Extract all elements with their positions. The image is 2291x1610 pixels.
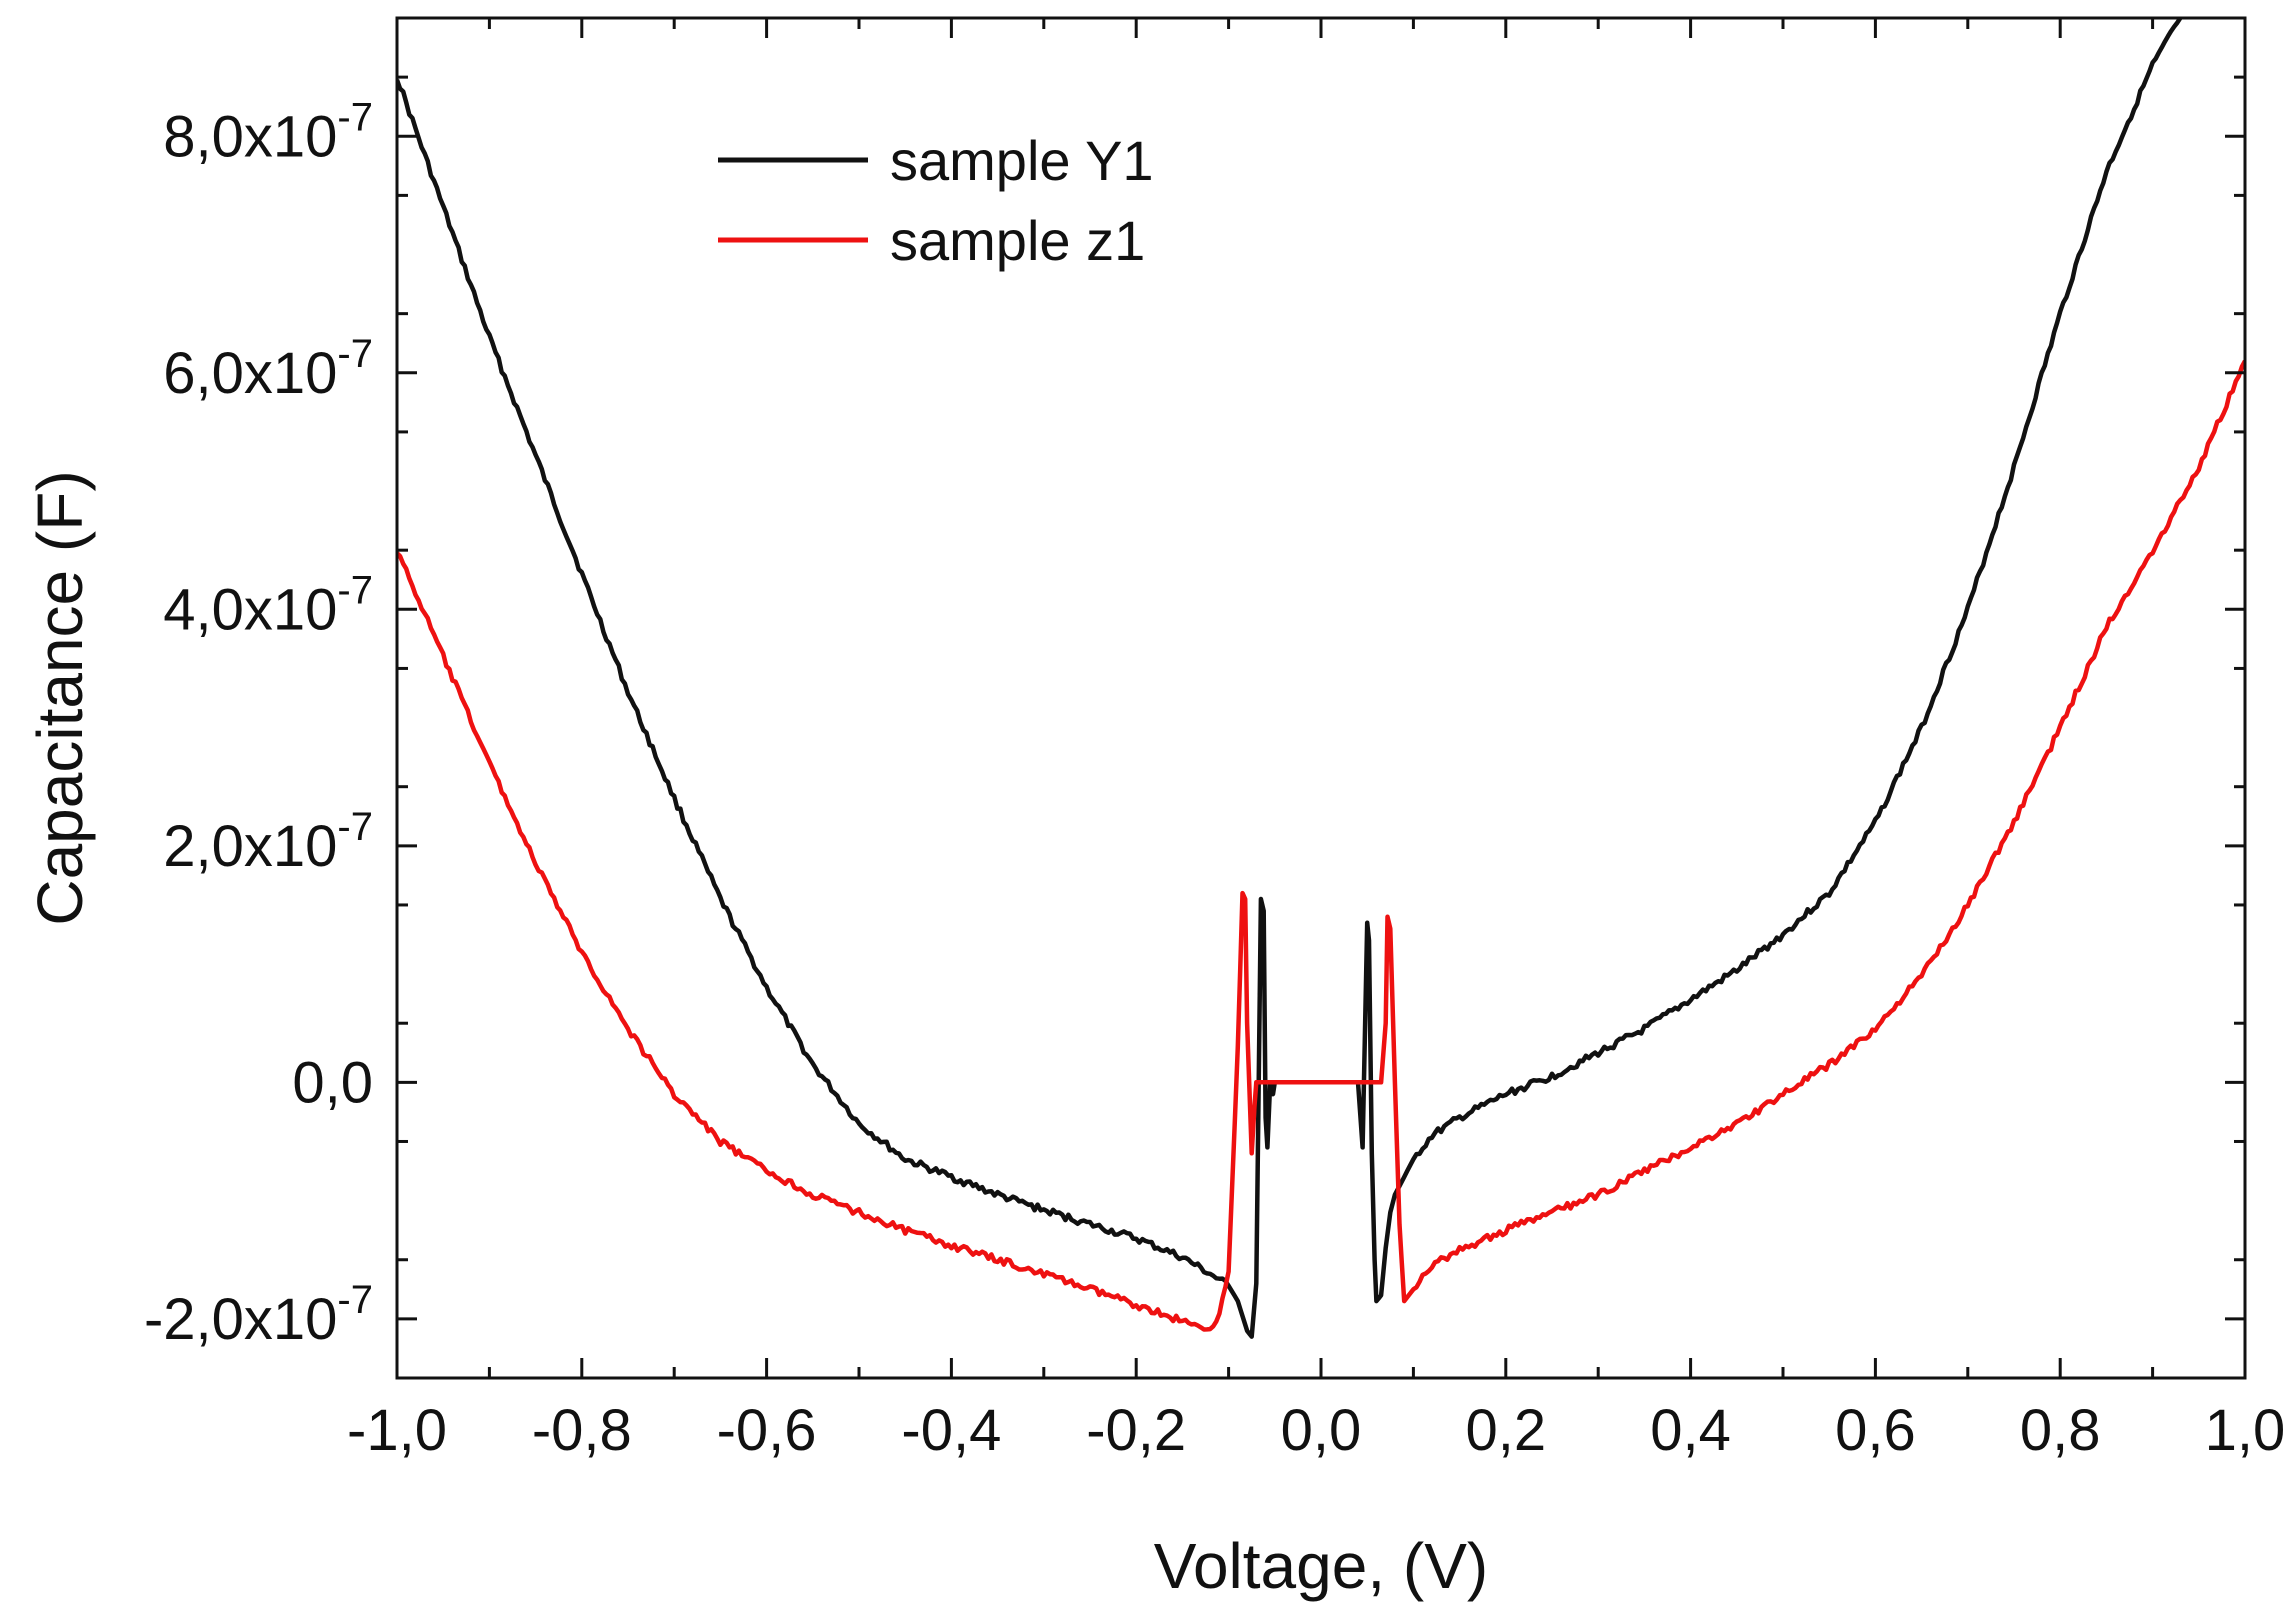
series-line-2 [397,359,2245,1332]
legend-label: sample z1 [890,209,1145,272]
x-tick-label: -0,6 [717,1398,817,1463]
legend-label: sample Y1 [890,129,1154,192]
y-axis-title: Capacitance (F) [24,470,96,925]
y-tick-exponent: -7 [337,805,373,849]
x-axis-title: Voltage, (V) [1154,1530,1488,1602]
x-axis: -1,0 -0,8 -0,6 -0,4 -0,2 0,0 0,2 0,4 0,6 0,8 1,0 [347,18,2285,1463]
y-tick-mantissa: 0,0 [292,1050,373,1115]
y-tick-label: 2,0x10-7 [163,805,373,879]
series-layer [397,18,2245,1339]
y-tick-label: 8,0x10-7 [163,95,373,169]
y-tick-exponent: -7 [337,1278,373,1322]
y-axis: -2,0x10-70,02,0x10-74,0x10-76,0x10-78,0x… [144,75,2245,1380]
y-tick-mantissa: 8,0x10 [163,104,337,169]
x-tick-label: 0,6 [1835,1398,1916,1463]
x-tick-label: 0,2 [1465,1398,1546,1463]
x-tick-label: -0,8 [532,1398,632,1463]
legend: sample Y1 sample z1 [718,129,1154,272]
y-tick-mantissa: 2,0x10 [163,814,337,879]
y-tick-label: -2,0x10-7 [144,1278,373,1352]
x-tick-label: -0,2 [1086,1398,1186,1463]
y-tick-mantissa: 4,0x10 [163,577,337,642]
y-tick-exponent: -7 [337,568,373,612]
y-tick-mantissa: -2,0x10 [144,1287,337,1352]
y-tick-label: 6,0x10-7 [163,332,373,406]
y-tick-exponent: -7 [337,95,373,139]
x-tick-label: -0,4 [901,1398,1001,1463]
y-tick-exponent: -7 [337,332,373,376]
y-tick-label: 4,0x10-7 [163,568,373,642]
x-tick-label: 0,4 [1650,1398,1731,1463]
y-tick-label: 0,0 [292,1050,373,1115]
x-tick-label: 0,0 [1281,1398,1362,1463]
y-tick-mantissa: 6,0x10 [163,341,337,406]
x-tick-label: -1,0 [347,1398,447,1463]
x-tick-label: 0,8 [2020,1398,2101,1463]
x-tick-label: 1,0 [2205,1398,2286,1463]
